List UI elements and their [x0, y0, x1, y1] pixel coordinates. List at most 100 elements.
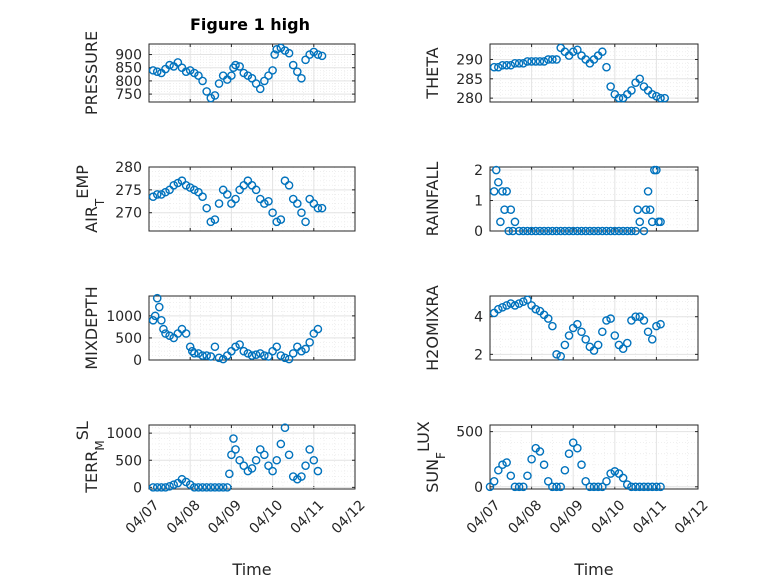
y-tick-label: 500: [115, 453, 142, 469]
data-point: [589, 482, 599, 492]
x-tick-label: 04/08: [164, 497, 204, 537]
data-point: [148, 66, 158, 75]
data-point: [627, 482, 636, 492]
data-point: [198, 76, 207, 86]
data-point: [202, 483, 211, 492]
data-point: [264, 461, 273, 470]
data-point: [309, 455, 319, 465]
data-point: [154, 302, 164, 312]
data-point: [494, 177, 503, 187]
data-point: [284, 450, 294, 460]
data-point: [589, 226, 599, 236]
axes-box: [148, 424, 356, 490]
data-point: [173, 178, 183, 188]
data-point: [293, 199, 302, 208]
data-point: [288, 349, 298, 358]
data-point: [627, 226, 636, 236]
x-axis-label: Time: [573, 560, 613, 579]
data-point: [276, 215, 286, 224]
data-point: [214, 483, 224, 492]
data-point: [198, 483, 207, 492]
data-point: [498, 460, 507, 470]
data-point: [152, 293, 162, 303]
data-point: [598, 327, 607, 337]
y-tick-label: 0: [133, 480, 142, 496]
data-point: [635, 74, 645, 84]
data-point: [602, 226, 611, 236]
data-point: [518, 226, 528, 236]
data-point: [506, 60, 516, 70]
data-point: [514, 299, 524, 308]
data-point: [235, 62, 244, 71]
y-tick-label: 800: [115, 74, 142, 90]
data-point: [313, 50, 323, 59]
data-point: [301, 344, 310, 354]
data-point: [506, 299, 516, 308]
y-tick-label: 280: [456, 91, 483, 107]
data-point: [268, 66, 277, 75]
data-point: [190, 185, 199, 195]
y-tick-label: 4: [474, 310, 483, 326]
y-tick-label: 0: [474, 224, 483, 240]
axes-background: [490, 44, 698, 102]
data-point: [157, 315, 166, 325]
x-tick-label: 04/10: [589, 497, 629, 537]
data-point: [148, 483, 158, 492]
data-point: [214, 199, 224, 208]
data-point: [639, 482, 649, 492]
data-point: [214, 353, 224, 363]
data-point: [643, 187, 653, 196]
data-point: [148, 315, 158, 325]
data-point: [255, 349, 265, 358]
data-point: [639, 226, 649, 236]
data-point: [564, 449, 574, 458]
data-point: [251, 79, 261, 88]
data-point: [598, 482, 607, 492]
data-point: [514, 226, 524, 236]
data-point: [297, 472, 306, 481]
data-point: [165, 60, 174, 70]
data-point: [485, 482, 495, 492]
data-point: [202, 203, 211, 213]
data-point: [652, 91, 661, 101]
data-point: [251, 455, 261, 465]
data-point: [568, 438, 578, 447]
data-point: [618, 344, 628, 354]
data-point: [652, 482, 661, 492]
data-point: [185, 342, 195, 352]
data-point: [235, 340, 244, 349]
data-point: [614, 226, 624, 236]
data-point: [539, 226, 549, 236]
data-point: [606, 82, 615, 91]
subplot-theta: 280 285 290 THETA: [423, 43, 699, 107]
data-point: [639, 316, 649, 325]
y-tick-label: 290: [456, 52, 483, 68]
y-tick-label: 2: [474, 347, 483, 363]
data-point: [190, 349, 199, 358]
data-point: [647, 217, 657, 227]
subplot-sun-flux: 04/07 04/08 04/09 04/10 04/11 04/12 0 500 SUNFLU…: [414, 421, 712, 579]
data-point: [568, 47, 578, 57]
data-point: [543, 55, 553, 64]
data-point: [202, 351, 211, 360]
data-point: [573, 443, 582, 453]
y-tick-label: 0: [474, 480, 483, 496]
data-point: [602, 476, 611, 486]
y-tick-label: 850: [115, 61, 142, 77]
data-point: [581, 334, 590, 344]
data-point: [169, 480, 179, 489]
data-point: [229, 434, 238, 443]
y-axis-label: RAINFALL: [423, 162, 442, 237]
data-point: [313, 203, 323, 213]
subplot-air-temp: 270 275 280 AIRTEMP: [73, 160, 356, 233]
data-point: [618, 226, 628, 236]
data-point: [593, 482, 603, 492]
data-point: [231, 342, 240, 352]
data-point: [227, 71, 236, 80]
data-point: [317, 51, 327, 61]
data-point: [502, 187, 511, 196]
data-point: [606, 469, 615, 478]
x-tick-label: 04/11: [288, 497, 328, 537]
data-point: [494, 465, 503, 475]
data-point: [251, 350, 261, 360]
